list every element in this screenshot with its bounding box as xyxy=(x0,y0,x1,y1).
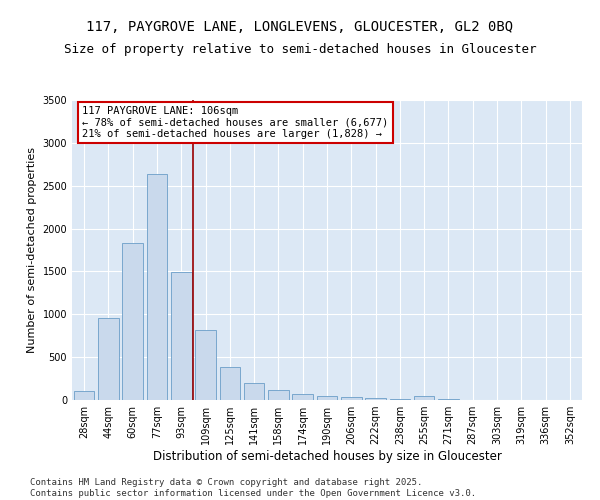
Text: Size of property relative to semi-detached houses in Gloucester: Size of property relative to semi-detach… xyxy=(64,42,536,56)
Bar xyxy=(414,396,434,400)
Text: 117, PAYGROVE LANE, LONGLEVENS, GLOUCESTER, GL2 0BQ: 117, PAYGROVE LANE, LONGLEVENS, GLOUCEST… xyxy=(86,20,514,34)
X-axis label: Distribution of semi-detached houses by size in Gloucester: Distribution of semi-detached houses by … xyxy=(152,450,502,463)
Bar xyxy=(341,398,362,400)
Text: Contains HM Land Registry data © Crown copyright and database right 2025.
Contai: Contains HM Land Registry data © Crown c… xyxy=(30,478,476,498)
Bar xyxy=(292,394,313,400)
Bar xyxy=(438,399,459,400)
Bar xyxy=(244,384,265,400)
Y-axis label: Number of semi-detached properties: Number of semi-detached properties xyxy=(27,147,37,353)
Bar xyxy=(317,396,337,400)
Bar xyxy=(171,272,191,400)
Text: 117 PAYGROVE LANE: 106sqm
← 78% of semi-detached houses are smaller (6,677)
21% : 117 PAYGROVE LANE: 106sqm ← 78% of semi-… xyxy=(82,106,388,139)
Bar xyxy=(195,330,216,400)
Bar xyxy=(146,174,167,400)
Bar xyxy=(74,390,94,400)
Bar xyxy=(122,243,143,400)
Bar xyxy=(389,398,410,400)
Bar xyxy=(365,398,386,400)
Bar xyxy=(268,390,289,400)
Bar xyxy=(98,318,119,400)
Bar xyxy=(220,366,240,400)
